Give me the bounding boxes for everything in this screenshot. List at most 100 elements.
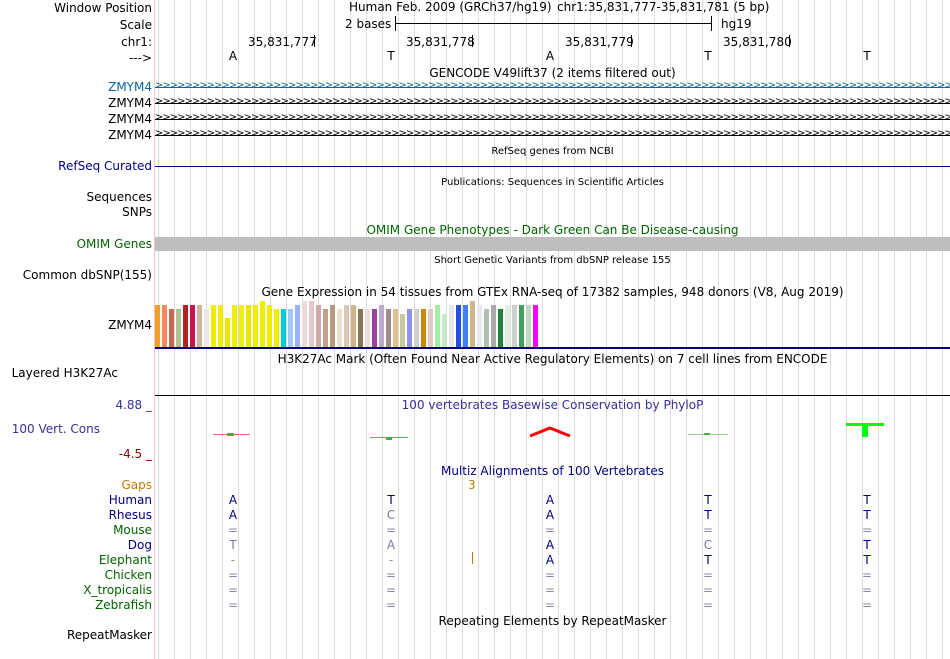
refseq-track-label[interactable]: RefSeq Curated: [58, 159, 152, 173]
gtex-tissue-bar[interactable]: [337, 309, 342, 347]
gtex-tissue-bar[interactable]: [456, 305, 461, 347]
gencode-gene-label-3[interactable]: ZMYM4: [108, 112, 152, 126]
gencode-transcript-4[interactable]: >>>>>>>>>>>>>>>>>>>>>>>>>>>>>>>>>>>>>>>>…: [155, 130, 950, 141]
gencode-gene-label-4[interactable]: ZMYM4: [108, 128, 152, 142]
refseq-gene-line[interactable]: [155, 166, 950, 167]
grid-line: [670, 0, 671, 659]
gtex-tissue-bar[interactable]: [519, 305, 524, 347]
gencode-transcript-2[interactable]: >>>>>>>>>>>>>>>>>>>>>>>>>>>>>>>>>>>>>>>>…: [155, 98, 950, 109]
grid-line: [286, 0, 287, 659]
gtex-tissue-bar[interactable]: [218, 305, 223, 347]
publications-track-title: Publications: Sequences in Scientific Ar…: [441, 177, 664, 188]
gtex-tissue-bar[interactable]: [365, 309, 370, 347]
gtex-tissue-bar[interactable]: [533, 305, 538, 347]
gencode-gene-label-1[interactable]: ZMYM4: [108, 80, 152, 94]
conservation-track-label[interactable]: 100 Vert. Cons: [11, 422, 100, 436]
omim-track-label[interactable]: OMIM Genes: [76, 237, 152, 251]
gtex-tissue-bar[interactable]: [225, 318, 230, 347]
gtex-tissue-bar[interactable]: [407, 309, 412, 347]
omim-gene-bar[interactable]: [155, 237, 950, 251]
conservation-min-value: -4.5 _: [118, 447, 152, 461]
gtex-tissue-bar[interactable]: [393, 309, 398, 347]
gtex-tissue-bar[interactable]: [477, 305, 482, 347]
gencode-transcript-3[interactable]: >>>>>>>>>>>>>>>>>>>>>>>>>>>>>>>>>>>>>>>>…: [155, 114, 950, 125]
grid-line: [878, 0, 879, 659]
alignment-base: =: [227, 598, 239, 612]
gtex-tissue-bar[interactable]: [190, 305, 195, 347]
alignment-base: =: [544, 598, 556, 612]
gtex-tissue-bar[interactable]: [512, 305, 517, 347]
grid-line: [350, 0, 351, 659]
gtex-tissue-bar[interactable]: [176, 309, 181, 347]
gtex-tissue-bar[interactable]: [498, 309, 503, 347]
gtex-tissue-bar[interactable]: [267, 305, 272, 347]
gtex-tissue-bar[interactable]: [428, 309, 433, 347]
gtex-tissue-bar[interactable]: [197, 305, 202, 347]
alignment-base: =: [227, 568, 239, 582]
coordinate-tick-4: [789, 35, 790, 47]
gtex-tissue-bar[interactable]: [414, 309, 419, 347]
gtex-tissue-bar[interactable]: [379, 305, 384, 347]
gtex-tissue-bar[interactable]: [449, 305, 454, 347]
gtex-tissue-bar[interactable]: [204, 309, 209, 347]
gtex-tissue-bar[interactable]: [505, 305, 510, 347]
dbsnp-track-label[interactable]: Common dbSNP(155): [22, 268, 152, 282]
coordinate-1: 35,831,777: [248, 35, 317, 49]
gtex-tissue-bar[interactable]: [344, 305, 349, 347]
phylop-signal-4-peak: [704, 433, 710, 435]
gtex-tissue-bar[interactable]: [463, 305, 468, 347]
gtex-tissue-bar[interactable]: [211, 305, 216, 347]
gtex-tissue-bar[interactable]: [260, 301, 265, 347]
gap-count: 3: [468, 478, 476, 492]
gtex-tissue-bar[interactable]: [239, 305, 244, 347]
gtex-tissue-bar[interactable]: [372, 309, 377, 347]
gtex-tissue-bar[interactable]: [246, 305, 251, 347]
alignment-base: T: [387, 493, 395, 507]
h3k27ac-track-title: H3K27Ac Mark (Often Found Near Active Re…: [277, 352, 828, 366]
reference-base-4: T: [704, 49, 712, 63]
alignment-base: A: [386, 538, 396, 552]
gtex-tissue-bar[interactable]: [162, 305, 167, 347]
gtex-tissue-bar[interactable]: [526, 305, 531, 347]
repeatmasker-track-label[interactable]: RepeatMasker: [66, 628, 152, 642]
track-image-area[interactable]: Human Feb. 2009 (GRCh37/hg19) chr1:35,83…: [155, 0, 950, 659]
h3k27ac-track-label[interactable]: Layered H3K27Ac: [11, 366, 118, 380]
gtex-tissue-bar[interactable]: [386, 309, 391, 347]
gtex-tissue-bar[interactable]: [288, 309, 293, 347]
gtex-tissue-bar[interactable]: [484, 309, 489, 347]
gtex-bar-chart[interactable]: [155, 299, 555, 347]
grid-line: [766, 0, 767, 659]
gtex-tissue-bar[interactable]: [316, 305, 321, 347]
gtex-tissue-bar[interactable]: [295, 305, 300, 347]
gaps-label: Gaps: [121, 478, 152, 492]
gtex-tissue-bar[interactable]: [491, 305, 496, 347]
gencode-transcript-1[interactable]: >>>>>>>>>>>>>>>>>>>>>>>>>>>>>>>>>>>>>>>>…: [155, 82, 950, 93]
gtex-tissue-bar[interactable]: [281, 309, 286, 347]
gtex-gene-label[interactable]: ZMYM4: [108, 318, 152, 332]
gtex-tissue-bar[interactable]: [358, 309, 363, 347]
gtex-tissue-bar[interactable]: [183, 305, 188, 347]
alignment-base: =: [702, 523, 714, 537]
gtex-tissue-bar[interactable]: [330, 305, 335, 347]
gtex-tissue-bar[interactable]: [169, 309, 174, 347]
gtex-tissue-bar[interactable]: [470, 301, 475, 347]
gtex-tissue-bar[interactable]: [155, 305, 160, 347]
gtex-tissue-bar[interactable]: [302, 301, 307, 347]
gtex-tissue-bar[interactable]: [323, 309, 328, 347]
gtex-tissue-bar[interactable]: [351, 305, 356, 347]
snps-track-label[interactable]: SNPs: [122, 205, 152, 219]
reference-base-2: T: [387, 49, 395, 63]
sequences-track-label[interactable]: Sequences: [86, 190, 152, 204]
gtex-tissue-bar[interactable]: [232, 305, 237, 347]
gtex-tissue-bar[interactable]: [442, 314, 447, 347]
gtex-tissue-bar[interactable]: [274, 309, 279, 347]
transcript-line: [155, 87, 950, 88]
alignment-base: A: [545, 553, 555, 567]
gtex-tissue-bar[interactable]: [435, 305, 440, 347]
scale-label: Scale: [119, 18, 152, 32]
gencode-gene-label-2[interactable]: ZMYM4: [108, 96, 152, 110]
gtex-tissue-bar[interactable]: [400, 314, 405, 347]
gtex-tissue-bar[interactable]: [253, 305, 258, 347]
gtex-tissue-bar[interactable]: [421, 309, 426, 347]
gtex-tissue-bar[interactable]: [309, 301, 314, 347]
